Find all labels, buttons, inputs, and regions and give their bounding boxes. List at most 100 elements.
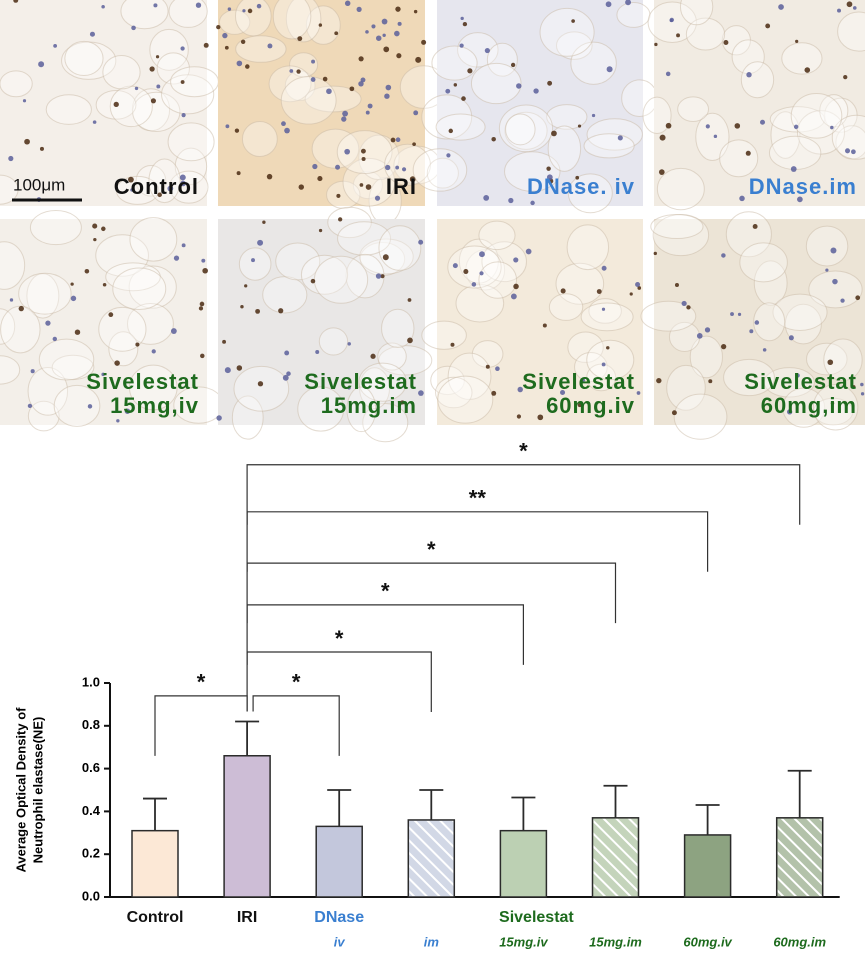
nucleus (318, 228, 323, 233)
nucleus (38, 61, 45, 68)
nucleus (560, 288, 566, 294)
nucleus (286, 371, 291, 376)
nucleus (795, 39, 799, 44)
nucleus (180, 46, 185, 51)
cell (588, 298, 622, 324)
nucleus (92, 223, 98, 229)
nucleus (365, 110, 370, 115)
cell (739, 242, 788, 283)
nucleus (845, 148, 851, 154)
nucleus (93, 237, 97, 242)
nucleus (8, 155, 14, 162)
y-axis-label: Average Optical Density of (13, 707, 28, 873)
nucleus (704, 327, 711, 333)
cell (580, 302, 634, 332)
cell (272, 0, 312, 40)
nucleus (267, 43, 273, 49)
nucleus (448, 128, 453, 134)
nucleus (181, 243, 186, 248)
nucleus (737, 312, 742, 317)
nucleus (153, 3, 158, 8)
cell (616, 1, 651, 28)
cell (98, 306, 147, 352)
panel-label: Sivelestat (86, 369, 199, 394)
cell (421, 94, 473, 140)
nucleus (852, 6, 857, 10)
cell (486, 42, 518, 77)
nucleus (181, 113, 186, 118)
cell (555, 31, 593, 60)
nucleus (446, 153, 451, 158)
cell (161, 74, 215, 115)
nucleus (370, 353, 376, 359)
panel-label: 60mg,im (761, 393, 857, 418)
nucleus (788, 335, 794, 341)
nucleus (131, 25, 136, 31)
cell (470, 62, 522, 105)
nucleus (460, 16, 464, 21)
nucleus (734, 123, 741, 129)
cell (586, 339, 635, 381)
nucleus (450, 342, 455, 347)
cell (431, 45, 478, 81)
cell (0, 355, 21, 385)
nucleus (825, 268, 829, 272)
cell (234, 0, 272, 37)
cell (823, 338, 863, 382)
nucleus (407, 298, 412, 302)
chart: 0.0 0.2 0.4 0.6 0.8 1.0 Average Optical Densit… (13, 439, 840, 949)
nucleus (723, 40, 729, 45)
nucleus (45, 320, 51, 326)
nucleus (385, 84, 392, 91)
panel: Control 100μm (0, 0, 219, 206)
nucleus (342, 110, 349, 117)
nucleus (596, 289, 602, 294)
nucleus (591, 113, 596, 118)
nucleus (310, 278, 316, 284)
cell (831, 114, 865, 160)
nucleus (721, 253, 726, 258)
nucleus (401, 167, 407, 172)
cell (168, 0, 208, 28)
nucleus (394, 30, 400, 37)
nucleus (708, 379, 713, 384)
nucleus (686, 305, 691, 310)
panel-image (218, 219, 425, 425)
nucleus (390, 137, 396, 143)
nucleus (413, 110, 419, 116)
panel-image (218, 0, 425, 206)
nucleus (413, 9, 418, 14)
nucleus (358, 56, 364, 62)
cell (358, 362, 407, 402)
nucleus (575, 175, 580, 180)
nucleus (18, 305, 24, 312)
cell (666, 364, 706, 411)
nucleus (52, 336, 57, 342)
nucleus (479, 251, 485, 258)
nucleus (284, 127, 290, 134)
nucleus (510, 62, 516, 68)
cell (805, 225, 849, 267)
cell (689, 335, 723, 379)
nucleus (400, 400, 405, 405)
panel-label: IRI (386, 174, 417, 199)
nucleus (344, 0, 351, 7)
significance-label: * (427, 537, 436, 562)
nucleus (251, 258, 256, 263)
nucleus (113, 101, 119, 108)
nucleus (257, 239, 264, 246)
nucleus (234, 128, 240, 133)
nucleus (101, 226, 106, 232)
cell (695, 112, 730, 161)
nucleus (242, 9, 246, 13)
nucleus (846, 1, 853, 8)
nucleus (376, 35, 382, 41)
y-tick-label: 0.0 (82, 888, 100, 903)
nucleus (311, 59, 316, 64)
cell (305, 5, 341, 45)
nucleus (244, 284, 248, 288)
nucleus (551, 130, 557, 137)
cell (105, 262, 161, 292)
